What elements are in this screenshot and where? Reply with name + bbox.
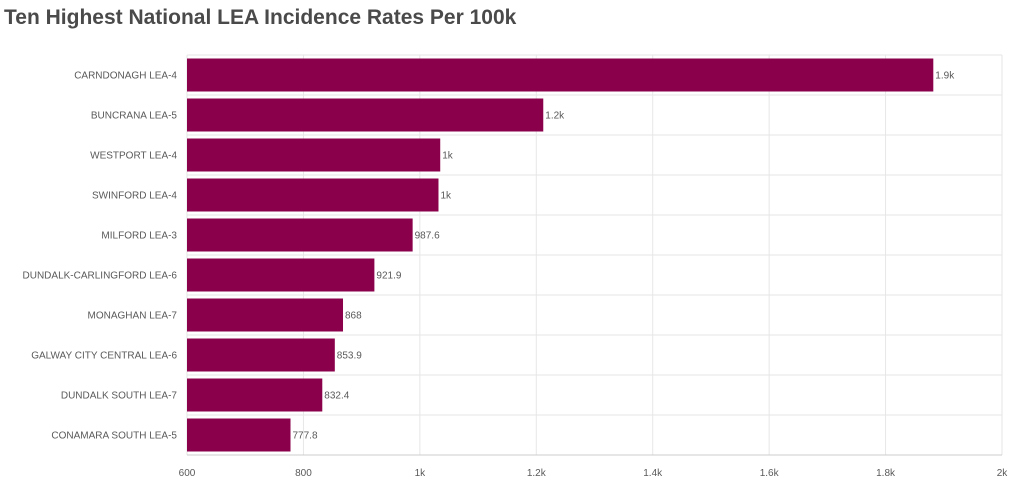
category-label: MILFORD LEA-3 xyxy=(101,231,177,242)
x-tick-label: 800 xyxy=(295,468,312,479)
data-label: 1k xyxy=(440,191,452,202)
category-label: DUNDALK SOUTH LEA-7 xyxy=(61,391,178,402)
data-label: 1.2k xyxy=(545,111,565,122)
bar xyxy=(187,418,291,452)
x-tick-label: 600 xyxy=(179,468,196,479)
data-label: 987.6 xyxy=(415,231,440,242)
x-tick-label: 2k xyxy=(997,468,1009,479)
bar xyxy=(187,258,375,292)
bar xyxy=(187,138,441,172)
data-label: 1.9k xyxy=(935,71,955,82)
bar xyxy=(187,378,323,412)
category-label: CARNDONAGH LEA-4 xyxy=(74,71,177,82)
bar xyxy=(187,298,344,332)
data-label: 921.9 xyxy=(376,271,401,282)
category-label: GALWAY CITY CENTRAL LEA-6 xyxy=(31,351,177,362)
x-tick-label: 1k xyxy=(415,468,427,479)
data-label: 868 xyxy=(345,311,362,322)
x-tick-label: 1.4k xyxy=(643,468,663,479)
bar xyxy=(187,338,335,372)
data-label: 1k xyxy=(442,151,454,162)
chart-title: Ten Highest National LEA Incidence Rates… xyxy=(4,6,517,29)
data-label: 832.4 xyxy=(324,391,349,402)
x-tick-label: 1.2k xyxy=(527,468,547,479)
bar xyxy=(187,58,934,92)
category-label: WESTPORT LEA-4 xyxy=(90,151,177,162)
category-label: DUNDALK-CARLINGFORD LEA-6 xyxy=(23,271,178,282)
category-label: BUNCRANA LEA-5 xyxy=(91,111,178,122)
data-label: 777.8 xyxy=(293,431,318,442)
bar xyxy=(187,178,439,212)
category-label: CONAMARA SOUTH LEA-5 xyxy=(51,431,177,442)
bar xyxy=(187,218,413,252)
x-tick-label: 1.6k xyxy=(760,468,780,479)
data-label: 853.9 xyxy=(337,351,362,362)
category-label: MONAGHAN LEA-7 xyxy=(88,311,178,322)
bar xyxy=(187,98,544,132)
x-tick-label: 1.8k xyxy=(876,468,896,479)
category-label: SWINFORD LEA-4 xyxy=(92,191,177,202)
